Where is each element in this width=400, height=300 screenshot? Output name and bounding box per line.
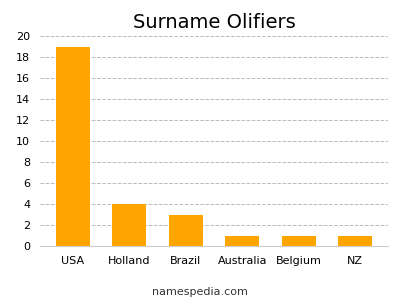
Bar [56,46,90,246]
Text: namespedia.com: namespedia.com [152,287,248,297]
Title: Surname Olifiers: Surname Olifiers [133,13,295,32]
Bar [338,236,372,246]
Bar [112,204,146,246]
Bar [225,236,259,246]
Bar [282,236,316,246]
Bar [169,214,203,246]
